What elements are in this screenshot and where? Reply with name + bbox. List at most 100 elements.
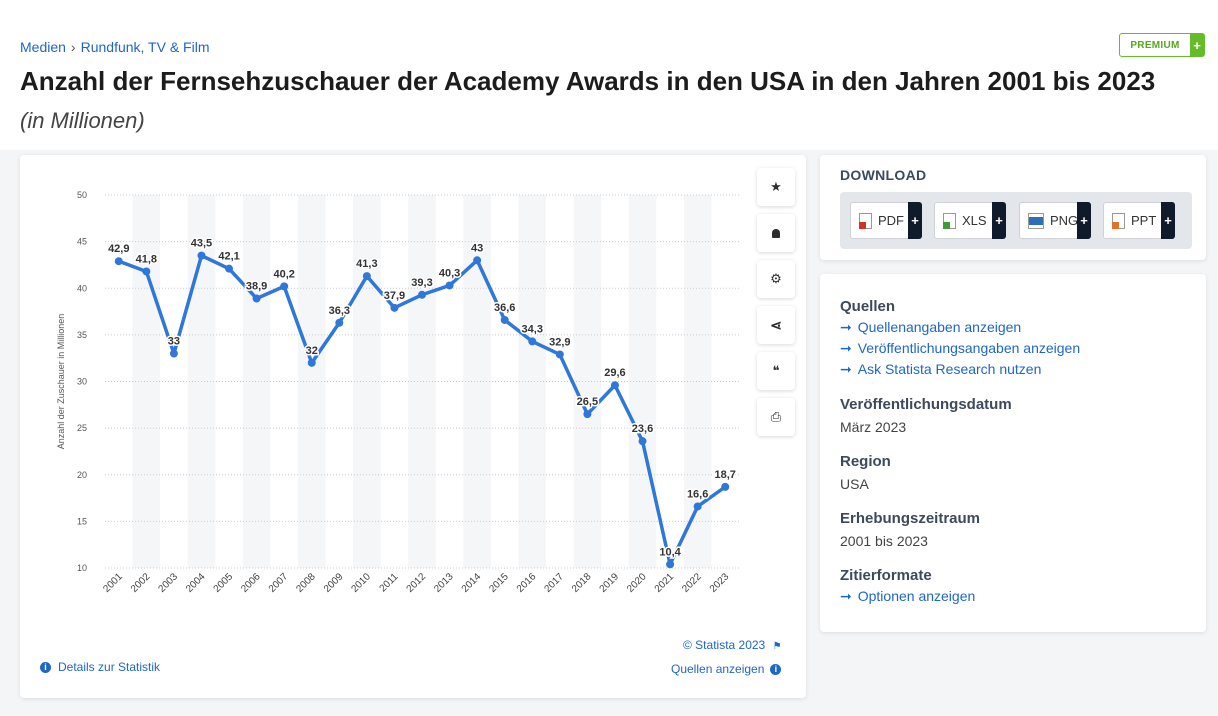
column-band <box>683 195 712 568</box>
sources-section: Quellen ➞ Quellenangaben anzeigen ➞ Veröff… <box>840 298 1080 380</box>
source-link[interactable]: ➞ Quellenangaben anzeigen <box>840 316 1080 338</box>
data-label: 34,3 <box>522 323 543 335</box>
x-tick-label: 2001 <box>101 571 125 595</box>
printer-icon: ⎙ <box>770 409 782 424</box>
x-tick-label: 2013 <box>432 571 456 595</box>
download-ppt-button[interactable]: PPT + <box>1103 202 1175 239</box>
cite-options-link[interactable]: ➞ Optionen anzeigen <box>840 585 1080 607</box>
data-label: 18,7 <box>715 469 736 481</box>
download-pdf-button[interactable]: PDF + <box>850 202 922 239</box>
sources-label: Quellen anzeigen <box>671 662 765 676</box>
flag-icon: ⚑ <box>772 641 782 652</box>
data-point <box>555 350 564 359</box>
share-button[interactable]: ⋖ <box>757 306 795 344</box>
y-tick-label: 35 <box>77 330 87 340</box>
chart-toolbar: ★ ⚙ ⋖ ❝ ⎙ <box>757 168 795 444</box>
y-tick-label: 20 <box>77 470 87 480</box>
data-point <box>252 294 261 303</box>
plus-icon: + <box>1077 202 1091 239</box>
chart-card: 10 15 20 25 30 35 40 45 50 Anzahl der Zuschauer i… <box>20 155 806 698</box>
x-tick-label: 2011 <box>378 571 401 594</box>
data-point <box>500 315 509 324</box>
period-heading: Erhebungszeitraum <box>840 510 981 527</box>
copyright-text: © Statista 2023 <box>683 638 766 652</box>
gear-icon: ⚙ <box>770 271 782 286</box>
y-tick-label: 30 <box>77 377 87 387</box>
data-point <box>280 282 289 291</box>
x-tick-label: 2008 <box>294 571 318 595</box>
info-icon: i <box>40 661 51 673</box>
download-title: DOWNLOAD <box>840 167 927 183</box>
data-point <box>610 381 619 390</box>
details-link[interactable]: i Details zur Statistik <box>40 660 160 674</box>
data-label: 33 <box>168 336 180 348</box>
x-tick-label: 2009 <box>322 571 346 595</box>
pdf-file-icon <box>859 212 872 229</box>
data-label: 41,8 <box>136 253 157 265</box>
ppt-file-icon <box>1112 212 1125 229</box>
y-tick-label: 45 <box>77 237 87 247</box>
x-tick-label: 2005 <box>212 571 236 595</box>
research-link[interactable]: ➞ Ask Statista Research nutzen <box>840 358 1080 380</box>
x-tick-label: 2019 <box>598 571 622 595</box>
print-button[interactable]: ⎙ <box>757 398 795 436</box>
research-link-label: Ask Statista Research nutzen <box>857 361 1042 377</box>
region-value: USA <box>840 476 869 492</box>
cite-button[interactable]: ❝ <box>757 352 795 390</box>
x-tick-label: 2010 <box>349 571 373 595</box>
y-tick-label: 10 <box>77 563 87 573</box>
data-point <box>418 290 426 299</box>
breadcrumb-item-medien[interactable]: Medien <box>20 39 66 55</box>
column-band <box>518 195 547 568</box>
data-point <box>114 257 123 266</box>
breadcrumb-item-rundfunk[interactable]: Rundfunk, TV & Film <box>80 39 210 55</box>
data-point <box>528 337 537 346</box>
data-label: 42,9 <box>108 243 129 255</box>
download-xls-button[interactable]: XLS + <box>934 202 1006 239</box>
share-icon: ⋖ <box>770 316 782 333</box>
data-label: 36,3 <box>329 305 350 317</box>
favorite-button[interactable]: ★ <box>757 168 795 206</box>
plus-icon: + <box>908 202 922 239</box>
data-point <box>169 349 178 358</box>
data-point <box>638 437 647 446</box>
cite-heading: Zitierformate <box>840 567 932 584</box>
quote-icon: ❝ <box>772 363 780 378</box>
copyright-link[interactable]: © Statista 2023 ⚑ <box>683 638 782 652</box>
date-section: Veröffentlichungsdatum März 2023 <box>840 396 1080 437</box>
download-png-button[interactable]: PNG + <box>1019 202 1091 239</box>
publication-link[interactable]: ➞ Veröffentlichungsangaben anzeigen <box>840 337 1080 359</box>
cite-section: Zitierformate ➞ Optionen anzeigen <box>840 567 1080 607</box>
plus-icon: + <box>992 202 1006 239</box>
download-format-label: PDF <box>878 213 904 228</box>
data-label: 37,9 <box>384 290 405 302</box>
details-label: Details zur Statistik <box>58 660 161 674</box>
alert-button[interactable] <box>757 214 795 252</box>
y-axis-label: Anzahl der Zuschauer in Millionen <box>56 314 66 450</box>
x-tick-label: 2004 <box>184 571 208 595</box>
y-tick-label: 50 <box>77 190 87 200</box>
x-tick-label: 2015 <box>487 571 511 595</box>
premium-badge[interactable]: PREMIUM + <box>1119 33 1205 57</box>
data-point <box>225 264 234 273</box>
y-tick-label: 40 <box>77 283 87 293</box>
x-tick-label: 2006 <box>239 571 263 595</box>
region-heading: Region <box>840 453 891 470</box>
x-tick-label: 2003 <box>157 571 181 595</box>
source-link-label: Quellenangaben anzeigen <box>857 319 1022 335</box>
data-label: 39,3 <box>411 277 432 289</box>
info-icon: i <box>770 663 782 675</box>
data-label: 16,6 <box>687 488 708 500</box>
column-band <box>573 195 602 568</box>
data-point <box>390 303 399 312</box>
x-tick-label: 2017 <box>542 571 566 595</box>
data-label: 40,2 <box>273 268 294 280</box>
arrow-right-icon: ➞ <box>840 340 852 356</box>
download-format-label: XLS <box>962 213 987 228</box>
data-point <box>335 318 344 327</box>
line-chart: 10 15 20 25 30 35 40 45 50 Anzahl der Zuschauer i… <box>56 190 739 595</box>
sources-link[interactable]: Quellen anzeigen i <box>671 662 782 676</box>
arrow-right-icon: ➞ <box>840 361 852 377</box>
settings-button[interactable]: ⚙ <box>757 260 795 298</box>
period-section: Erhebungszeitraum 2001 bis 2023 <box>840 510 1080 551</box>
